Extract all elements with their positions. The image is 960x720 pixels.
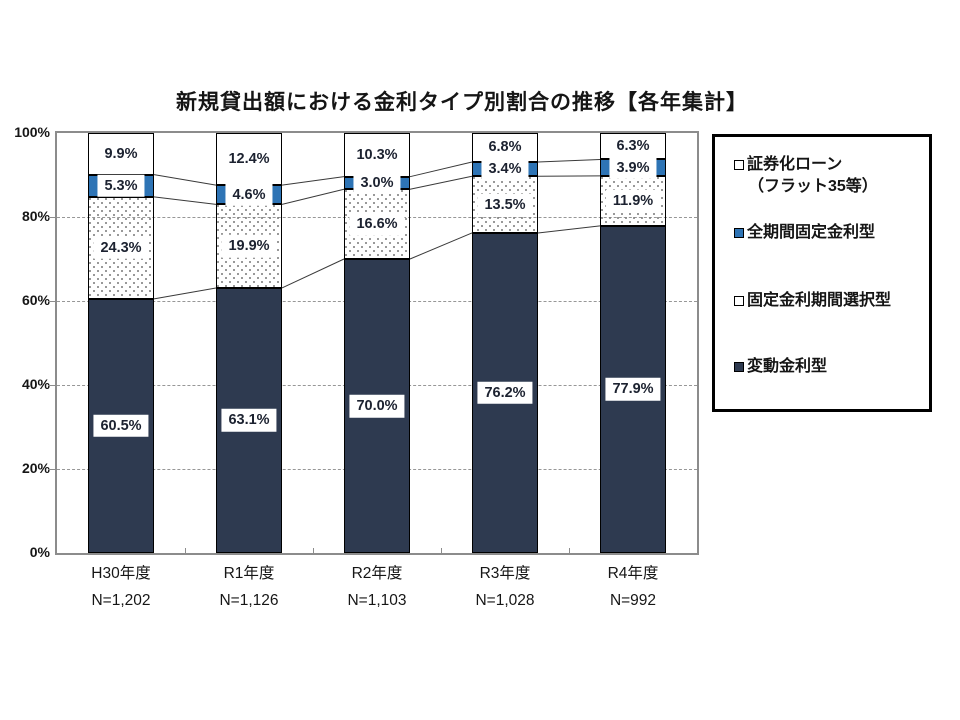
x-axis-tick (441, 548, 442, 553)
legend-swatch-variable-rate (734, 362, 744, 372)
category-n-label: N=1,126 (219, 592, 279, 609)
connector-line (409, 175, 473, 190)
y-axis-tick (48, 217, 55, 218)
category-label: R3年度 (479, 565, 531, 582)
y-axis-tick (48, 301, 55, 302)
y-axis-label-80%: 80% (21, 208, 50, 224)
y-axis-label-20%: 20% (21, 460, 50, 476)
connector-line (281, 176, 345, 186)
data-label-全期間固定金利型-R3年度: 3.4% (481, 157, 529, 181)
connector-line (537, 158, 601, 163)
legend-swatch-full-term-fixed (734, 228, 744, 238)
category-n-label: N=1,028 (475, 592, 535, 609)
data-label-変動金利型-R4年度: 77.9% (605, 378, 661, 401)
bar-segment-証券化ローン（フラット35等）-H30年度 (88, 133, 154, 175)
y-axis-label-40%: 40% (21, 376, 50, 392)
category-n-label: N=1,202 (91, 592, 151, 609)
legend-label: 固定金利期間選択型 (747, 292, 892, 309)
data-label-証券化ローン（フラット35等）-H30年度: 9.9% (104, 145, 138, 162)
x-axis-tick (313, 548, 314, 553)
legend-swatch-fixed-period-select (734, 296, 744, 306)
legend: 証券化ローン （フラット35等） 全期間固定金利型 固定金利期間選択型 変動金利型 (712, 134, 932, 412)
y-axis-label-60%: 60% (21, 292, 50, 308)
x-axis-label-R2年度: R2年度 N=1,103 (313, 560, 441, 614)
category-label: H30年度 (91, 565, 151, 582)
data-label-固定金利期間選択型-R2年度: 16.6% (349, 212, 405, 236)
category-label: R1年度 (223, 565, 275, 582)
x-axis-label-H30年度: H30年度 N=1,202 (57, 560, 185, 614)
legend-label: 証券化ローン (747, 156, 843, 173)
x-axis-tick (569, 548, 570, 553)
x-axis-label-R3年度: R3年度 N=1,028 (441, 560, 569, 614)
x-axis-label-R4年度: R4年度 N=992 (569, 560, 697, 614)
chart-title: 新規貸出額における金利タイプ別割合の推移【各年集計】 (176, 91, 748, 114)
data-label-変動金利型-H30年度: 60.5% (93, 414, 149, 438)
x-axis-tick (185, 548, 186, 553)
legend-item-variable-rate: 変動金利型 (734, 356, 923, 378)
category-label: R2年度 (351, 565, 403, 582)
data-label-全期間固定金利型-R2年度: 3.0% (353, 171, 401, 195)
data-label-証券化ローン（フラット35等）-R4年度: 6.3% (616, 137, 650, 154)
data-label-固定金利期間選択型-R4年度: 11.9% (605, 189, 661, 213)
data-label-証券化ローン（フラット35等）-R3年度: 6.8% (488, 139, 522, 156)
data-label-固定金利期間選択型-H30年度: 24.3% (93, 236, 149, 260)
y-axis-label-100%: 100% (14, 124, 50, 140)
legend-item-full-term-fixed: 全期間固定金利型 (734, 222, 923, 244)
data-label-全期間固定金利型-H30年度: 5.3% (97, 174, 145, 197)
data-label-固定金利期間選択型-R3年度: 13.5% (477, 193, 533, 216)
category-n-label: N=1,103 (347, 592, 407, 609)
legend-label-line2: （フラット35等） (748, 178, 878, 195)
category-n-label: N=992 (609, 592, 657, 609)
legend-label: 全期間固定金利型 (747, 224, 876, 241)
connector-line (153, 174, 217, 186)
x-axis-label-R1年度: R1年度 N=1,126 (185, 560, 313, 614)
data-label-変動金利型-R1年度: 63.1% (221, 409, 277, 432)
legend-label: 変動金利型 (747, 358, 828, 375)
plot-area: 60.5% 63.1% 70.0% 76.2% 77.9% 24.3% 19.9% 16.6%… (48, 131, 699, 555)
series-connector-lines (153, 158, 601, 300)
legend-item-fixed-period-select: 固定金利期間選択型 (734, 290, 923, 312)
data-label-全期間固定金利型-R4年度: 3.9% (609, 156, 657, 179)
data-label-証券化ローン（フラット35等）-R1年度: 12.4% (228, 150, 270, 167)
category-label: R4年度 (607, 565, 659, 582)
data-label-全期間固定金利型-R1年度: 4.6% (225, 183, 273, 206)
connector-line (537, 225, 601, 234)
data-label-変動金利型-R3年度: 76.2% (477, 381, 533, 405)
connector-line (281, 188, 345, 205)
bar-segment-証券化ローン（フラット35等）-R3年度 (472, 133, 538, 162)
legend-item-securitized-loan: 証券化ローン （フラット35等） (734, 154, 923, 198)
legend-swatch-securitized-loan (734, 160, 744, 170)
connector-line (153, 196, 217, 205)
data-label-固定金利期間選択型-R1年度: 19.9% (221, 234, 277, 258)
y-axis-label-0%: 0% (29, 544, 50, 560)
connector-line (409, 161, 473, 178)
connector-line (153, 287, 217, 300)
data-label-変動金利型-R2年度: 70.0% (349, 394, 405, 418)
y-axis-tick (48, 385, 55, 386)
data-label-証券化ローン（フラット35等）-R2年度: 10.3% (356, 146, 398, 163)
y-axis-tick (48, 469, 55, 470)
connector-line (281, 258, 345, 289)
connector-line (409, 232, 473, 260)
